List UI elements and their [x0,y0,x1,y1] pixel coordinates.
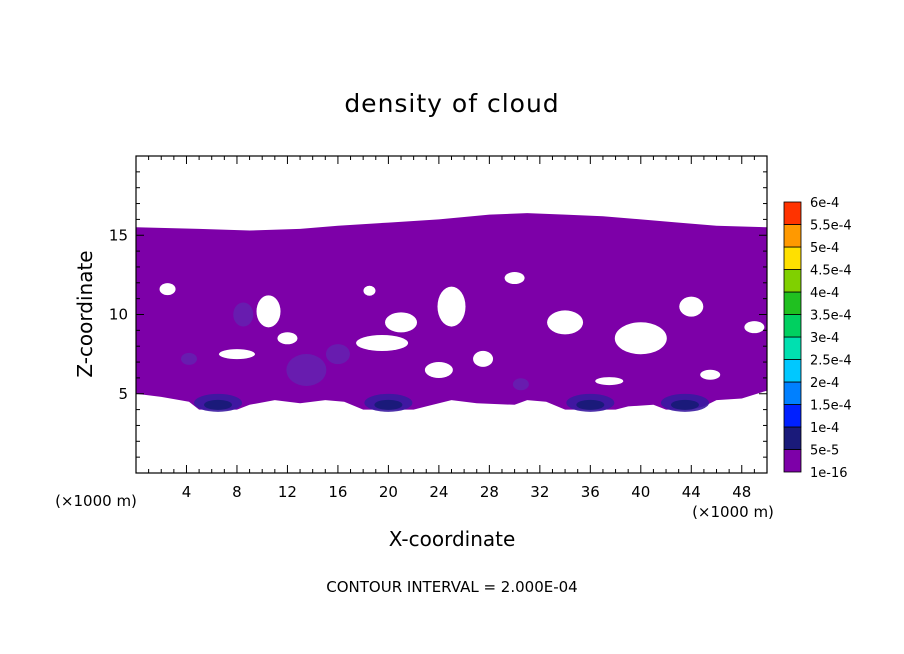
x-unit-label-left: (×1000 m) [55,492,137,510]
legend-label: 3e-4 [810,331,839,346]
embedded-denser-patch [325,344,350,365]
clear-air-gap [504,272,525,285]
x-tick-label: 32 [530,483,549,501]
clear-air-gaps [159,272,765,386]
legend-label: 1e-4 [810,421,839,436]
clear-air-gap [356,335,409,352]
contour-interval-note: CONTOUR INTERVAL = 2.000E-04 [326,578,577,596]
legend-label: 5e-4 [810,241,839,256]
x-axis-label: X-coordinate [389,527,516,551]
x-tick-label: 24 [429,483,448,501]
clear-air-gap [256,295,281,328]
embedded-denser-patch [512,378,529,391]
embedded-denser-patch [286,353,327,386]
y-tick-label: 5 [118,385,128,403]
x-tick-label: 28 [480,483,499,501]
x-tick-label: 8 [232,483,242,501]
y-tick-label: 15 [109,226,128,244]
clear-air-gap [363,285,376,296]
chart-title: density of cloud [344,89,559,118]
legend-label: 5e-5 [810,444,839,459]
legend-swatch [783,381,802,405]
clear-air-gap [159,283,176,296]
x-tick-label: 44 [682,483,701,501]
x-tick-label: 12 [278,483,297,501]
x-tick-label: 40 [631,483,650,501]
legend-label: 1e-16 [810,466,848,481]
x-tick-label: 20 [379,483,398,501]
legend-swatch [783,359,802,383]
x-tick-label: 48 [732,483,751,501]
legend-swatch [783,291,802,315]
dense-core-2 [374,399,403,410]
color-legend: 1e-16 5e-5 1e-4 1.5e-4 2e-4 2.5e-4 3e-4 3.5e-4 4… [783,196,852,481]
legend-label: 5.5e-4 [810,219,852,234]
x-tick-label: 16 [328,483,347,501]
embedded-denser-patch [181,352,198,365]
x-tick-label: 36 [581,483,600,501]
y-axis-label: Z-coordinate [73,250,97,377]
x-axis-ticks: 4 8 12 16 20 24 28 32 36 40 44 48 [148,156,755,501]
dense-cores [181,302,709,412]
legend-swatch [783,336,802,360]
y-axis-ticks: 5 10 15 [109,171,767,458]
clear-air-gap [595,377,624,386]
dense-core-3 [576,399,605,410]
legend-swatch [783,201,802,225]
clear-air-gap [679,296,704,317]
clear-air-gap [473,350,494,367]
clear-air-gap [277,332,298,345]
clear-air-gap [700,369,721,380]
clear-air-gap [614,322,667,355]
legend-label: 6e-4 [810,196,839,211]
embedded-denser-patch [233,302,254,327]
clear-air-gap [547,310,584,335]
legend-swatch [783,449,802,473]
legend-swatch [783,224,802,248]
clear-air-gap [218,349,255,360]
legend-label: 3.5e-4 [810,309,852,324]
x-unit-label-right: (×1000 m) [692,503,774,521]
legend-label: 1.5e-4 [810,399,852,414]
legend-label: 4e-4 [810,286,839,301]
clear-air-gap [385,312,418,333]
x-tick-label: 4 [182,483,192,501]
legend-label: 4.5e-4 [810,264,852,279]
dense-core-4 [670,399,699,410]
legend-swatch [783,246,802,270]
clear-air-gap [424,361,453,378]
legend-swatch [783,404,802,428]
legend-swatch [783,269,802,293]
legend-label: 2e-4 [810,376,839,391]
legend-label: 2.5e-4 [810,354,852,369]
legend-swatch [783,314,802,338]
clear-air-gap [744,321,765,334]
clear-air-gap [437,286,466,327]
legend-swatch [783,426,802,450]
dense-core-1 [204,399,233,410]
y-tick-label: 10 [109,306,128,324]
